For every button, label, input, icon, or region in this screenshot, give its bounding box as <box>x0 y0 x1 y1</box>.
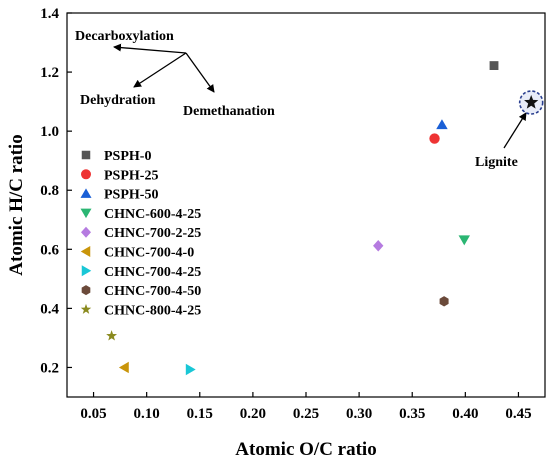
y-axis-title: Atomic H/C ratio <box>6 134 27 275</box>
legend-marker-chnc-800-4-25 <box>80 303 92 314</box>
annotation-dehydration: Dehydration <box>80 93 156 108</box>
x-tick-label: 0.25 <box>293 406 319 422</box>
legend-marker-chnc-700-4-25 <box>81 265 92 277</box>
legend-marker-chnc-700-2-25 <box>81 226 91 238</box>
legend-label-psph-0: PSPH-0 <box>104 149 151 164</box>
legend-label-chnc-600-4-25: CHNC-600-4-25 <box>104 207 201 222</box>
x-tick-label: 0.30 <box>346 406 372 422</box>
legend-marker-chnc-700-4-0 <box>80 246 91 257</box>
legend-marker-psph-50 <box>80 188 92 198</box>
point-chnc-800-4-25 <box>106 330 118 341</box>
y-tick-label: 0.2 <box>40 360 59 376</box>
plot-frame <box>66 12 546 398</box>
legend-marker-psph-0 <box>81 150 91 160</box>
y-tick-label: 1.4 <box>40 6 59 22</box>
point-chnc-700-4-25 <box>185 363 196 376</box>
x-tick-label: 0.05 <box>80 406 106 422</box>
point-chnc-700-4-50 <box>439 296 449 307</box>
y-tick-label: 0.4 <box>40 301 59 317</box>
point-psph-0 <box>489 61 499 70</box>
legend-label-psph-50: PSPH-50 <box>104 188 158 203</box>
point-lignite-star <box>524 95 539 109</box>
annotation-lignite: Lignite <box>475 155 518 170</box>
legend-label-chnc-700-2-25: CHNC-700-2-25 <box>104 226 201 241</box>
legend-label-chnc-700-4-0: CHNC-700-4-0 <box>104 246 194 261</box>
y-tick-label: 1.0 <box>40 124 59 140</box>
arrow-lignite <box>503 112 527 149</box>
point-chnc-700-4-0 <box>118 361 129 374</box>
y-tick-label: 1.2 <box>40 65 59 81</box>
arrow-dehydration <box>133 52 187 88</box>
point-psph-50 <box>436 119 448 130</box>
annotation-decarboxylation: Decarboxylation <box>75 29 174 44</box>
y-axis-ticks: 0.2 0.4 0.6 0.8 1.0 1.2 1.4 <box>40 6 72 376</box>
y-tick-label: 0.8 <box>40 183 59 199</box>
legend-label-chnc-700-4-50: CHNC-700-4-50 <box>104 284 201 299</box>
x-tick-label: 0.20 <box>240 406 266 422</box>
x-tick-label: 0.45 <box>505 406 531 422</box>
legend-marker-chnc-700-4-50 <box>81 285 91 296</box>
x-tick-label: 0.40 <box>452 406 478 422</box>
arrow-demethanation <box>185 52 215 93</box>
legend-label-chnc-700-4-25: CHNC-700-4-25 <box>104 265 201 280</box>
x-tick-label: 0.35 <box>399 406 425 422</box>
y-tick-label: 0.6 <box>40 242 59 258</box>
annotation-demethanation: Demethanation <box>183 104 275 119</box>
point-chnc-700-2-25 <box>373 240 384 252</box>
legend: PSPH-0 PSPH-25 PSPH-50 CHNC-600-4-25 CHNC-70… <box>80 149 201 318</box>
x-tick-label: 0.10 <box>134 406 160 422</box>
data-points <box>106 61 544 376</box>
point-psph-25 <box>429 133 440 144</box>
legend-marker-psph-25 <box>81 169 91 180</box>
point-chnc-600-4-25 <box>458 235 470 246</box>
legend-label-chnc-800-4-25: CHNC-800-4-25 <box>104 303 201 318</box>
legend-label-psph-25: PSPH-25 <box>104 168 158 183</box>
x-axis-ticks: 0.05 0.10 0.15 0.20 0.25 0.30 0.35 0.40 0.45 <box>80 392 532 422</box>
arrow-decarboxylation <box>113 43 187 54</box>
x-tick-label: 0.15 <box>187 406 213 422</box>
x-axis-title: Atomic O/C ratio <box>235 439 376 460</box>
legend-marker-chnc-600-4-25 <box>80 208 92 219</box>
